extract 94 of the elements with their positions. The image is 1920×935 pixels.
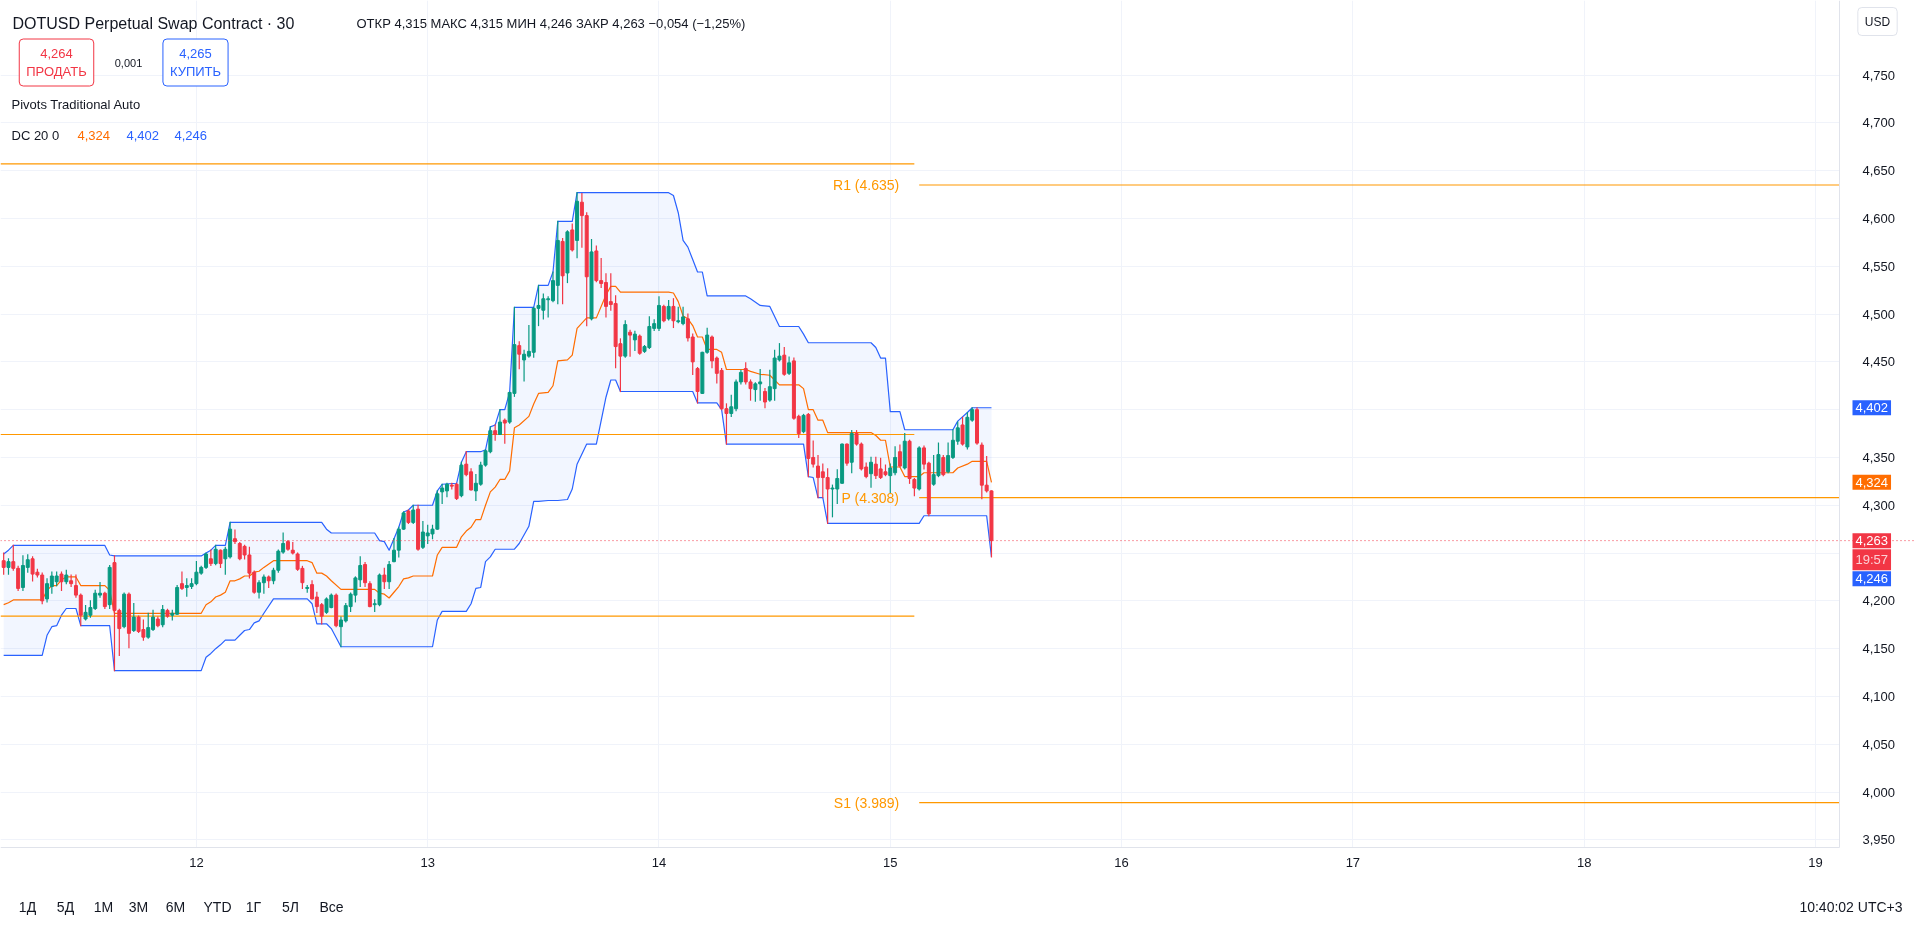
text: 4,246 [1855,571,1889,587]
x-tick-label: 19 [1808,854,1823,870]
text: ОТКР 4,315 МАКС 4,315 МИН 4,246 ЗАКР 4,263 −0,054 (−1,25%) [356,16,746,31]
candlestick [517,341,522,370]
y-tick-label: 4,100 [1862,688,1896,704]
y-tick-label: 4,050 [1862,736,1896,752]
candlestick [753,382,758,402]
text: Все [319,898,344,915]
text: 5Д [56,898,75,915]
y-tick-label: 4,350 [1862,449,1896,465]
text: 3М [128,898,149,915]
candlestick [763,388,767,409]
candlestick [179,571,184,590]
annotation: 4,246 [174,128,208,143]
series-label: R1 (4.635) [833,177,900,193]
candlestick [367,581,372,608]
annotation: 4,265 [179,46,212,61]
candlestick [208,549,213,567]
text: 1Д [18,898,37,915]
candlestick [363,562,368,588]
x-tick-label: 12 [189,854,204,870]
ref-line-label: 4,263 [1855,533,1889,549]
candlestick [131,603,136,633]
y-tick-label: 4,000 [1862,784,1896,800]
candlestick [146,612,151,639]
candlestick [628,329,633,357]
annotation: 4,402 [126,128,160,143]
y-tick-label: 4,200 [1862,593,1896,609]
annotation: 4,324 [77,128,111,143]
candlestick [801,413,806,434]
candlestick [946,442,951,474]
text: USD [1864,14,1891,29]
candlestick [960,416,965,446]
candlestick [411,504,416,525]
candlestick [897,444,902,468]
series-label: P (4.308) [841,489,899,506]
x-tick-label: 16 [1114,854,1129,870]
candlestick [844,443,849,466]
line-series [3,379,993,672]
candlestick [497,409,502,436]
y-tick-label: 3,950 [1862,832,1896,848]
text: 1М [93,898,114,915]
text: DOTUSD Perpetual Swap Contract · 30 [12,15,295,32]
y-tick-label: 4,150 [1862,641,1896,657]
candlestick [941,454,946,477]
candlestick [45,578,50,603]
annotation: ПРОДАТЬ [26,64,87,79]
candlestick [160,605,165,628]
y-tick-label: 4,450 [1862,354,1896,370]
text: 1Г [245,898,262,915]
y-tick-label: 4,550 [1862,258,1896,274]
text: 4,402 [1855,400,1889,416]
y-tick-label: 4,300 [1862,497,1896,513]
x-tick-label: 14 [651,854,667,870]
x-tick-label: 17 [1345,854,1361,870]
candlestick [782,346,787,376]
annotation: DC 20 0 [11,128,60,143]
candlestick [382,567,387,590]
candlestick [637,334,642,355]
y-tick-label: 4,650 [1862,163,1896,179]
candlestick [869,456,873,488]
y-tick-label: 4,500 [1862,306,1896,322]
y-tick-label: 4,600 [1862,210,1896,226]
text: 5Л [282,898,299,915]
candlestick [671,298,676,329]
text: YTD [203,898,232,915]
candlestick [261,574,266,594]
candlestick [632,330,637,351]
x-tick-label: 18 [1576,854,1592,870]
text: 10:40:02 UTC+3 [1799,898,1903,915]
text: 6М [165,898,186,915]
x-tick-label: 13 [420,854,435,870]
candlestick [440,483,445,504]
candlestick [695,367,700,404]
candlestick [502,418,507,444]
series-label: S1 (3.989) [833,794,900,811]
annotation: 4,264 [40,46,73,61]
candlestick [522,349,527,382]
candlestick [59,571,64,591]
y-tick-label: 4,700 [1862,115,1896,131]
x-tick-label: 15 [883,854,898,870]
annotation: КУПИТЬ [169,64,222,79]
candlestick [213,544,218,566]
candlestick [387,561,392,590]
candlestick [69,574,74,588]
annotation: 0,001 [114,56,143,69]
candlestick [825,468,830,525]
annotation: Pivots Traditional Auto [11,97,141,112]
candlestick [570,223,575,252]
text: 19:57 [1855,552,1889,568]
y-tick-label: 4,750 [1862,67,1896,83]
candlestick [1,552,6,575]
candlestick [666,300,671,321]
text: 4,324 [1855,474,1889,490]
